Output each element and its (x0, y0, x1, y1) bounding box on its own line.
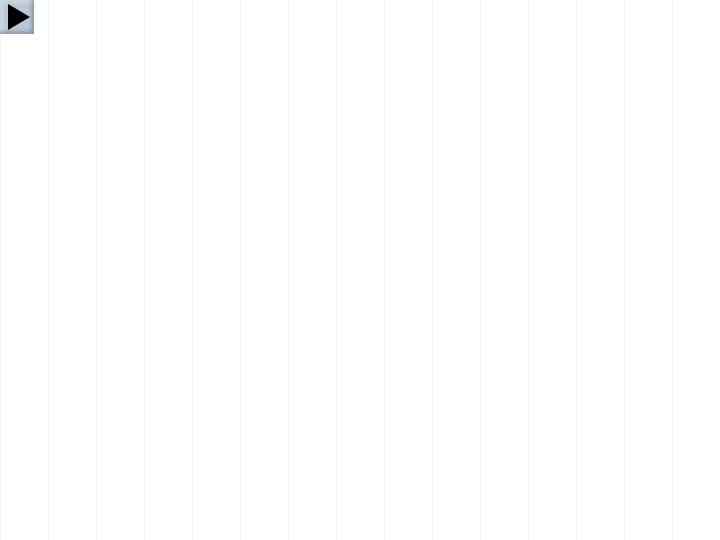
diagram-title (0, 0, 720, 18)
play-icon (0, 0, 34, 34)
field-svg (0, 0, 720, 540)
diagram-stage: { "canvas": { "w": 720, "h": 540 }, "tit… (0, 0, 720, 540)
play-button[interactable] (0, 0, 34, 34)
